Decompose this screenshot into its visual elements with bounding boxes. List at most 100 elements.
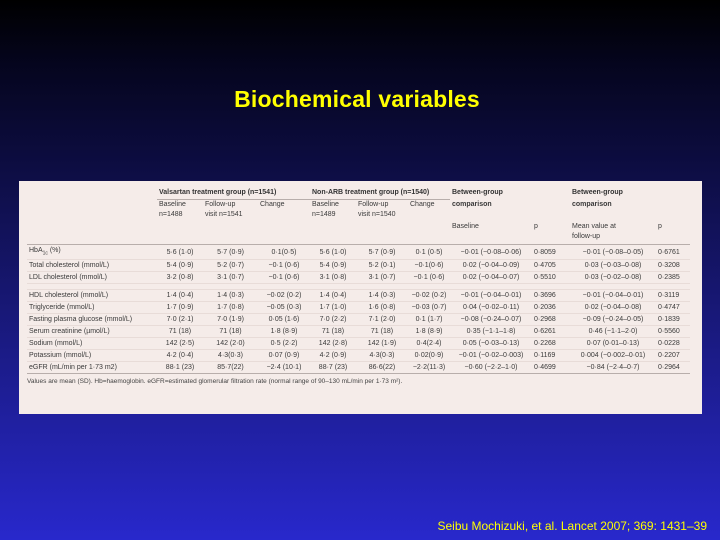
val-change-cell: 0·05 (1·6) <box>258 313 310 327</box>
non-baseline-cell: 71 (18) <box>310 325 356 339</box>
row-label: Sodium (mmol/L) <box>27 337 157 351</box>
fu-mean-header: Mean value at follow-up <box>570 222 656 245</box>
row-separator <box>27 283 690 291</box>
non-change-cell: 0·1 (1·7) <box>408 313 450 327</box>
fu-p-header: p <box>656 222 690 245</box>
val-baseline-cell: 1·4 (0·4) <box>157 289 203 303</box>
non-change-cell: −0·1(0·6) <box>408 259 450 273</box>
non-change-cell: −0·1 (0·6) <box>408 271 450 285</box>
non-followup-cell: 5·7 (0·9) <box>356 244 408 261</box>
val-change-header: Change <box>260 201 285 208</box>
non-followup-cell: 3·1 (0·7) <box>356 271 408 285</box>
fu-p-cell: 0·5560 <box>656 325 690 339</box>
non-baseline-cell: 5·6 (1·0) <box>310 244 356 261</box>
bg-baseline-cell: −0·01 (−0·08–0·06) <box>450 244 532 261</box>
val-change-cell: 0·07 (0·9) <box>258 349 310 363</box>
non-change-cell: −0·02 (0·2) <box>408 289 450 303</box>
non-baseline-header: Baseline n=1489 <box>312 201 339 218</box>
fu-p-cell: 0·2207 <box>656 349 690 363</box>
val-change-cell: −2·4 (10·1) <box>258 361 310 375</box>
fu-mean-cell: 0·03 (−0·03–0·08) <box>570 259 656 273</box>
bg-p-cell: 0·8059 <box>532 244 570 261</box>
fu-p-cell: 0·4747 <box>656 301 690 315</box>
val-followup-cell: 3·1 (0·7) <box>203 271 258 285</box>
table-row: LDL cholesterol (mmol/L) 3·2 (0·8) 3·1 (0·… <box>27 271 690 285</box>
biochemical-table: Valsartan treatment group (n=1541) Non-A… <box>27 187 690 375</box>
non-baseline-cell: 142 (2·8) <box>310 337 356 351</box>
fu-mean-cell: 0·46 (−1·1–2·0) <box>570 325 656 339</box>
val-change-cell: 0·1(0·5) <box>258 244 310 261</box>
table-row: Sodium (mmol/L) 142 (2·5) 142 (2·0) 0·5 (2·… <box>27 337 690 351</box>
bg-p-cell: 0·2268 <box>532 337 570 351</box>
non-change-cell: −2·2(11·3) <box>408 361 450 375</box>
slide-title: Biochemical variables <box>234 86 480 112</box>
row-label: HbA1c (%) <box>27 244 157 261</box>
val-baseline-cell: 4·2 (0·4) <box>157 349 203 363</box>
non-baseline-cell: 4·2 (0·9) <box>310 349 356 363</box>
bg-baseline-cell: 0·04 (−0·02–0·11) <box>450 301 532 315</box>
non-baseline-cell: 88·7 (23) <box>310 361 356 375</box>
non-baseline-cell: 7·0 (2·2) <box>310 313 356 327</box>
val-followup-cell: 5·2 (0·7) <box>203 259 258 273</box>
non-followup-cell: 71 (18) <box>356 325 408 339</box>
bg-p-cell: 0·2036 <box>532 301 570 315</box>
fu-p-cell: 0·2964 <box>656 361 690 375</box>
table-footnote: Values are mean (SD). Hb=haemoglobin. eG… <box>27 378 403 386</box>
val-baseline-cell: 5·4 (0·9) <box>157 259 203 273</box>
val-followup-cell: 4·3(0·3) <box>203 349 258 363</box>
row-label: LDL cholesterol (mmol/L) <box>27 271 157 285</box>
fu-p-cell: 0·0228 <box>656 337 690 351</box>
fu-mean-cell: −0·09 (−0·24–0·05) <box>570 313 656 327</box>
non-baseline-cell: 5·4 (0·9) <box>310 259 356 273</box>
citation: Seibu Mochizuki, et al. Lancet 2007; 369… <box>437 519 707 533</box>
fu-mean-cell: 0·004 (−0·002–0·01) <box>570 349 656 363</box>
bg-baseline-cell: 0·05 (−0·03–0·13) <box>450 337 532 351</box>
val-baseline-cell: 71 (18) <box>157 325 203 339</box>
bg-comparison-header: comparison <box>452 200 492 208</box>
valsartan-group-header: Valsartan treatment group (n=1541) <box>157 187 310 200</box>
fu-p-cell: 0·3119 <box>656 289 690 303</box>
bg-p-header: p <box>532 222 570 245</box>
non-baseline-cell: 1·7 (1·0) <box>310 301 356 315</box>
non-followup-header: Follow-up visit n=1540 <box>358 201 396 218</box>
fu-mean-cell: −0·01 (−0·08–0·05) <box>570 244 656 261</box>
group-header-row: Valsartan treatment group (n=1541) Non-A… <box>27 187 690 200</box>
val-change-cell: −0·02 (0·2) <box>258 289 310 303</box>
non-followup-cell: 142 (1·9) <box>356 337 408 351</box>
fu-p-cell: 0·3208 <box>656 259 690 273</box>
table-body: HbA1c (%) 5·6 (1·0) 5·7 (0·9) 0·1(0·5) 5·6 (… <box>27 244 690 375</box>
bg-baseline-cell: −0·01 (−0·04–0·01) <box>450 289 532 303</box>
between-group-baseline-header: Between-group <box>452 189 503 197</box>
row-label: HDL cholesterol (mmol/L) <box>27 289 157 303</box>
bg-p-cell: 0·2968 <box>532 313 570 327</box>
val-followup-cell: 71 (18) <box>203 325 258 339</box>
non-change-cell: 1·8 (8·9) <box>408 325 450 339</box>
val-baseline-cell: 142 (2·5) <box>157 337 203 351</box>
row-label: Potassium (mmol/L) <box>27 349 157 363</box>
table-row: Fasting plasma glucose (mmol/L) 7·0 (2·1)… <box>27 313 690 327</box>
non-followup-cell: 1·6 (0·8) <box>356 301 408 315</box>
bg-p-cell: 0·6261 <box>532 325 570 339</box>
non-followup-cell: 7·1 (2·0) <box>356 313 408 327</box>
val-followup-cell: 5·7 (0·9) <box>203 244 258 261</box>
bg-baseline-cell: −0·60 (−2·2–1·0) <box>450 361 532 375</box>
fu-mean-cell: −0·01 (−0·04–0·01) <box>570 289 656 303</box>
bg-p-cell: 0·3696 <box>532 289 570 303</box>
non-followup-cell: 5·2 (0·1) <box>356 259 408 273</box>
table-row: Total cholesterol (mmol/L) 5·4 (0·9) 5·2 (… <box>27 259 690 273</box>
val-change-cell: 0·5 (2·2) <box>258 337 310 351</box>
val-baseline-cell: 88·1 (23) <box>157 361 203 375</box>
val-change-cell: −0·05 (0·3) <box>258 301 310 315</box>
table-row: HDL cholesterol (mmol/L) 1·4 (0·4) 1·4 (0·… <box>27 289 690 303</box>
val-baseline-cell: 7·0 (2·1) <box>157 313 203 327</box>
val-followup-cell: 7·0 (1·9) <box>203 313 258 327</box>
subheader-row-2: Baseline p Mean value at follow-up p <box>27 222 690 245</box>
fu-p-cell: 0·6761 <box>656 244 690 261</box>
val-followup-cell: 1·7 (0·8) <box>203 301 258 315</box>
val-baseline-cell: 5·6 (1·0) <box>157 244 203 261</box>
nonarb-group-header: Non-ARB treatment group (n=1540) <box>310 187 450 200</box>
bg-baseline-cell: −0·08 (−0·24–0·07) <box>450 313 532 327</box>
val-change-cell: 1·8 (8·9) <box>258 325 310 339</box>
table-row: HbA1c (%) 5·6 (1·0) 5·7 (0·9) 0·1(0·5) 5·6 (… <box>27 244 690 261</box>
val-followup-header: Follow-up visit n=1541 <box>205 201 243 218</box>
